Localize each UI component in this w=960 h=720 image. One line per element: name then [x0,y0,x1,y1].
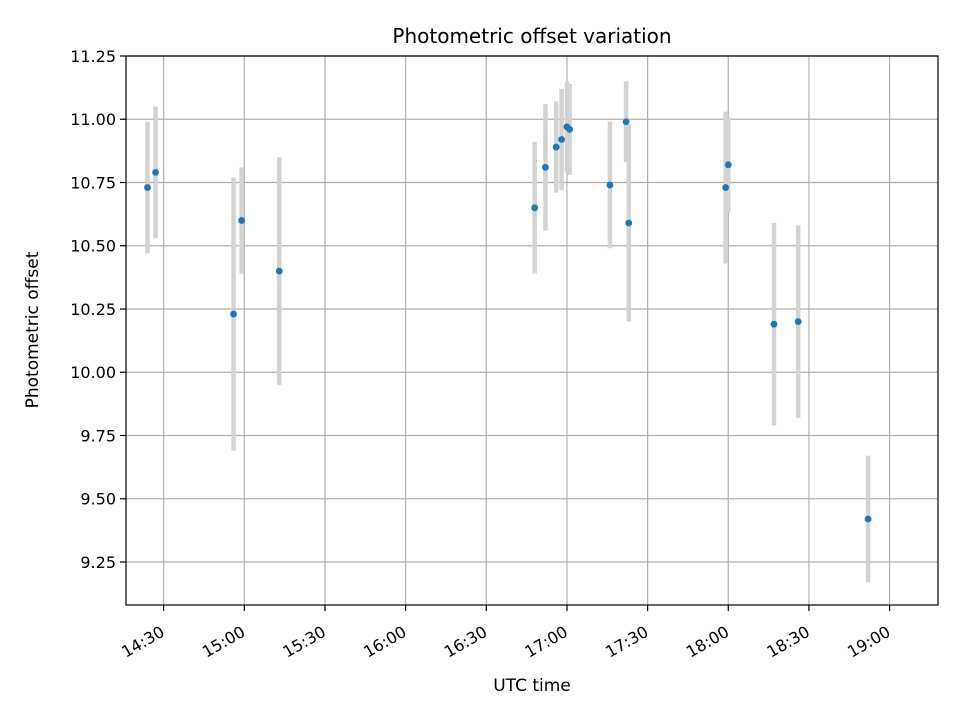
data-point [230,310,237,318]
y-tick-label: 9.75 [80,426,116,445]
data-point [552,143,560,151]
y-tick-label: 10.00 [70,363,116,382]
data-point [542,163,549,171]
data-point [770,320,778,328]
y-tick-label: 9.25 [80,553,116,572]
data-points [144,118,872,523]
data-point [558,136,565,143]
data-point [622,118,630,126]
chart-title: Photometric offset variation [392,24,671,48]
data-point [144,184,151,191]
data-point [275,267,283,275]
y-axis-label: Photometric offset [23,251,43,408]
y-tick-label: 10.50 [70,237,116,256]
y-tick-label: 9.50 [80,490,116,509]
data-point [794,318,802,326]
y-tick-label: 11.25 [70,47,116,66]
y-tick-label: 10.25 [70,300,116,319]
y-tick-label: 10.75 [70,173,116,192]
data-point [625,219,633,227]
x-axis-label: UTC time [493,676,571,696]
data-point [566,125,574,133]
data-point [724,161,732,169]
data-point [722,184,729,191]
y-tick-label: 11.00 [70,110,116,129]
plot-area-frame [125,55,939,606]
data-point [864,515,872,523]
y-axis-ticks: 9.25 9.50 9.75 10.00 10.25 10.50 10.75 11.00 11.… [70,47,126,572]
data-point [152,168,159,176]
data-point [238,217,246,224]
data-point [531,204,539,212]
data-point [606,181,614,189]
